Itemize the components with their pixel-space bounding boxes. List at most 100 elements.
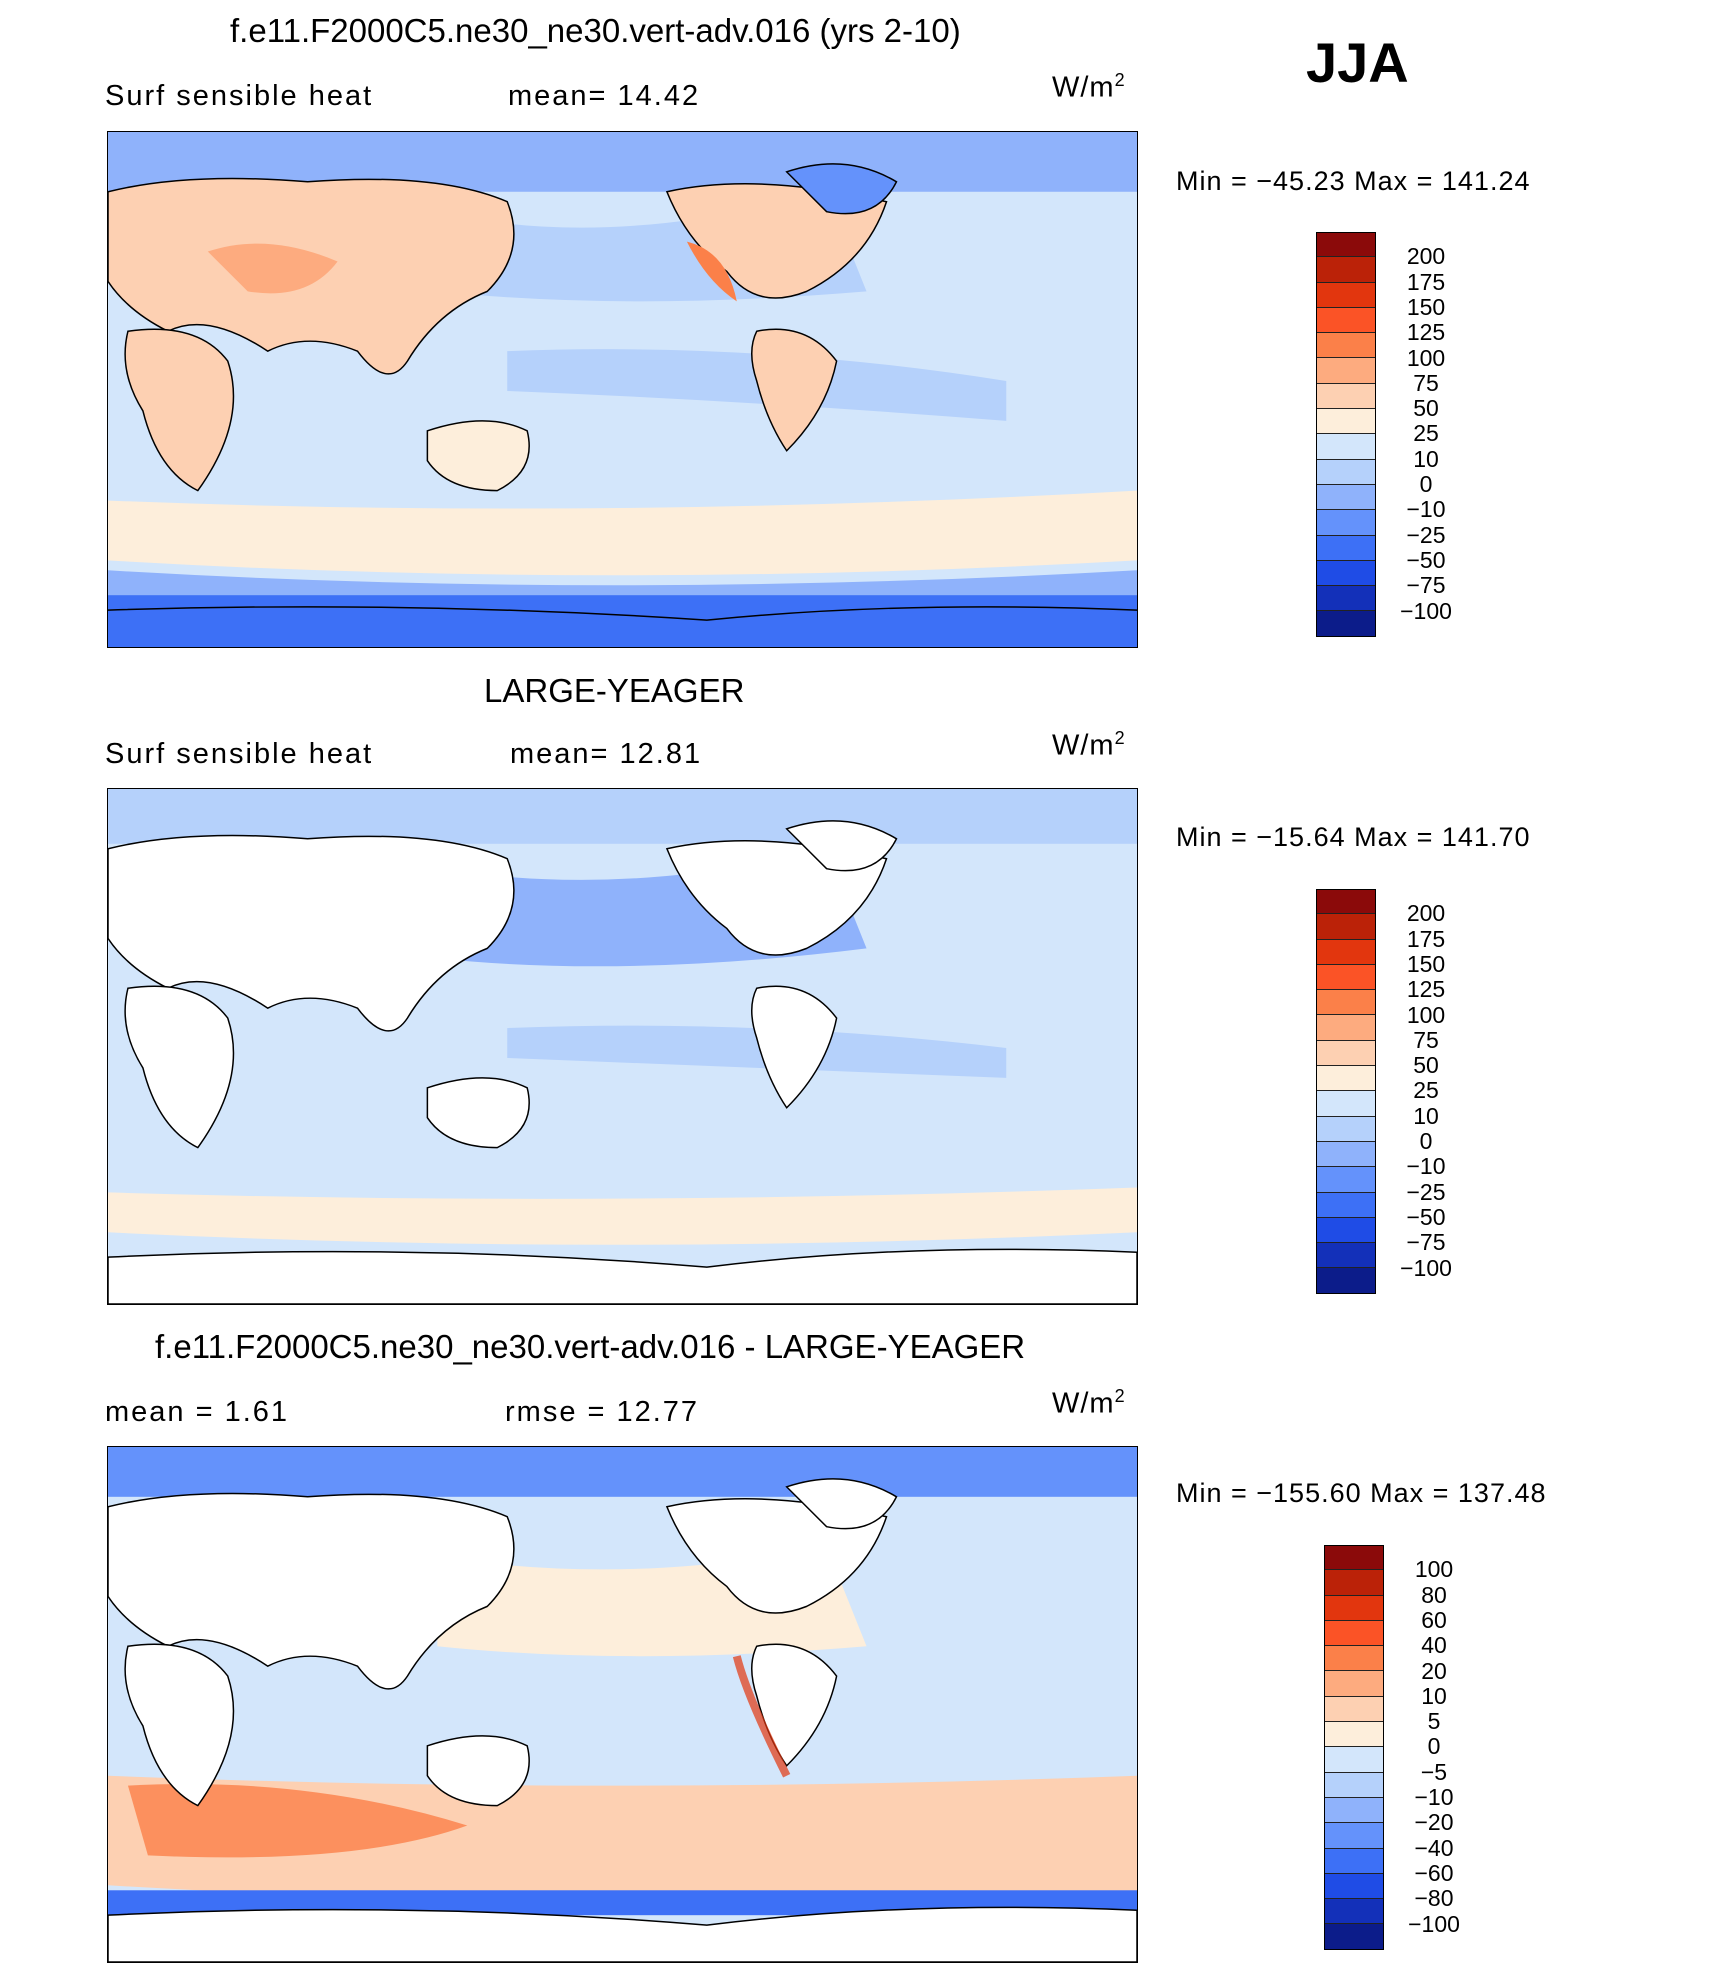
colorbar-swatch [1316, 964, 1376, 991]
arctic-ocean-band [108, 1447, 1137, 1497]
eurasia-landmass [108, 834, 515, 1032]
panel-1-units: W/m2 [1052, 70, 1126, 104]
colorbar-swatch [1324, 1797, 1384, 1824]
colorbar-tick-label: −10 [1406, 1153, 1446, 1180]
colorbar-swatch [1316, 1040, 1376, 1067]
colorbar-swatch [1316, 1268, 1376, 1294]
colorbar-tick-label: 0 [1427, 1733, 1441, 1760]
panel-2-variable-label: Surf sensible heat [105, 738, 374, 770]
antarctica-coastline [108, 606, 1137, 621]
colorbar-tick-label: −50 [1406, 1203, 1446, 1230]
colorbar-swatch [1324, 1595, 1384, 1621]
colorbar-tick-label: 100 [1406, 344, 1446, 371]
colorbar-swatch [1316, 1091, 1376, 1117]
colorbar-swatch [1316, 484, 1376, 511]
colorbar-swatch [1316, 1243, 1376, 1269]
arctic-ocean-band [108, 789, 1137, 844]
south-america-landmass [751, 1643, 838, 1767]
colorbar-tick-label: −25 [1406, 1178, 1446, 1205]
colorbar-swatch [1316, 1015, 1376, 1041]
panel-2-units: W/m2 [1052, 728, 1126, 762]
panel-1-title: f.e11.F2000C5.ne30_ne30.vert-adv.016 (yr… [230, 12, 961, 49]
colorbar-tick-label: −20 [1414, 1809, 1454, 1836]
panel-3-rmse-label: rmse = 12.77 [505, 1396, 700, 1428]
panel-3-colorbar [1324, 1545, 1384, 1950]
colorbar-tick-label: 80 [1421, 1581, 1447, 1608]
colorbar-tick-label: 0 [1419, 1128, 1433, 1154]
panel-3-mean-label: mean = 1.61 [105, 1396, 290, 1428]
colorbar-swatch [1316, 333, 1376, 359]
south-indian-warm-anomaly [127, 1784, 468, 1858]
panel-2-colorbar [1316, 889, 1376, 1294]
colorbar-swatch [1324, 1646, 1384, 1672]
colorbar-tick-label: 5 [1427, 1708, 1441, 1735]
colorbar-swatch [1324, 1722, 1384, 1748]
antarctica-region [108, 595, 1137, 647]
colorbar-tick-label: −10 [1414, 1784, 1454, 1810]
colorbar-swatch [1316, 1066, 1376, 1092]
panel-1-minmax: Min = −45.23 Max = 141.24 [1176, 166, 1531, 196]
colorbar-tick-label: −50 [1406, 546, 1446, 573]
central-asia-hot-region [207, 243, 338, 294]
colorbar-tick-label: −25 [1406, 521, 1446, 548]
colorbar-tick-label: −100 [1408, 1910, 1460, 1937]
colorbar-swatch [1316, 611, 1376, 637]
colorbar-tick-label: 75 [1413, 1026, 1439, 1053]
colorbar-swatch [1324, 1570, 1384, 1596]
colorbar-swatch [1316, 1192, 1376, 1218]
colorbar-tick-label: 150 [1406, 293, 1446, 320]
colorbar-swatch [1316, 307, 1376, 334]
colorbar-swatch [1316, 409, 1376, 435]
panel-2-minmax: Min = −15.64 Max = 141.70 [1176, 822, 1531, 852]
southern-ocean-warm-band [108, 1187, 1137, 1245]
colorbar-swatch [1324, 1671, 1384, 1697]
panel-1-mean-label: mean= 14.42 [508, 80, 701, 112]
antarctica-landmass [108, 1906, 1137, 1962]
tropical-band [507, 1025, 1007, 1078]
colorbar-tick-label: −100 [1400, 1254, 1452, 1281]
panel-3-units: W/m2 [1052, 1386, 1126, 1420]
colorbar-swatch [1324, 1899, 1384, 1925]
africa-landmass [124, 985, 235, 1149]
western-us-hot-region [686, 241, 737, 302]
australia-landmass [426, 420, 530, 492]
colorbar-tick-label: 100 [1406, 1001, 1446, 1028]
southern-ocean-warm-band [108, 490, 1137, 576]
south-america-landmass [751, 328, 838, 452]
colorbar-swatch [1324, 1873, 1384, 1900]
colorbar-swatch [1324, 1823, 1384, 1849]
colorbar-tick-label: −80 [1414, 1885, 1454, 1912]
colorbar-swatch [1316, 434, 1376, 460]
colorbar-swatch [1316, 560, 1376, 587]
tropical-band [507, 349, 1007, 421]
eurasia-landmass [108, 1492, 515, 1690]
colorbar-tick-label: 150 [1406, 950, 1446, 977]
colorbar-tick-label: 25 [1413, 420, 1439, 447]
colorbar-tick-label: 60 [1421, 1606, 1447, 1633]
colorbar-swatch [1316, 990, 1376, 1016]
panel-1-colorbar [1316, 232, 1376, 637]
colorbar-swatch [1324, 1620, 1384, 1647]
colorbar-swatch [1316, 459, 1376, 485]
colorbar-tick-label: −5 [1420, 1758, 1448, 1785]
south-america-landmass [751, 985, 838, 1109]
colorbar-swatch [1316, 358, 1376, 384]
panel-2-title: LARGE-YEAGER [484, 672, 745, 709]
colorbar-tick-label: −10 [1406, 496, 1446, 523]
colorbar-tick-label: 125 [1406, 319, 1446, 346]
colorbar-tick-label: 20 [1421, 1657, 1447, 1684]
colorbar-tick-label: 100 [1414, 1556, 1454, 1583]
colorbar-swatch [1324, 1924, 1384, 1950]
panel-2-map [107, 788, 1138, 1305]
colorbar-swatch [1316, 383, 1376, 410]
panel-1-map [107, 131, 1138, 648]
colorbar-tick-label: −75 [1406, 572, 1446, 599]
colorbar-swatch [1316, 1116, 1376, 1142]
colorbar-swatch [1316, 914, 1376, 940]
greenland-landmass [785, 163, 898, 215]
panel-3-minmax: Min = −155.60 Max = 137.48 [1176, 1478, 1547, 1508]
season-label: JJA [1306, 31, 1409, 94]
colorbar-swatch [1316, 586, 1376, 612]
colorbar-swatch [1316, 1167, 1376, 1193]
colorbar-swatch [1316, 282, 1376, 308]
